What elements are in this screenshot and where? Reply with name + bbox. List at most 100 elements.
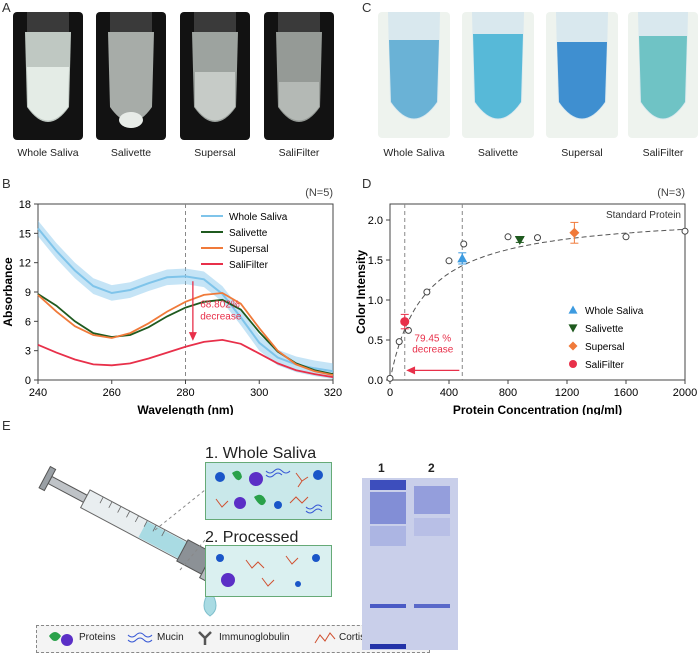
legend-proteins: Proteins [79,632,116,643]
decrease-arrowhead [188,332,197,341]
legend-label: SaliFilter [229,260,269,271]
protein-icon [249,472,263,486]
processed-saliva-box [205,545,332,597]
cortisol-icon [215,498,229,508]
y-tick-label: 1.0 [368,295,383,307]
standard-point [445,257,453,265]
panel-label-d: D [362,176,372,191]
tube-icon [192,12,238,122]
legend-label: Whole Saliva [585,306,644,317]
point-salivette [514,236,525,245]
caption-a-4: SaliFilter [278,147,320,159]
point-salifilter [400,317,410,327]
protein-icon [216,554,224,562]
photo-salifilter-stained [628,12,698,138]
standard-point [622,233,630,241]
x-tick-label: 300 [250,387,268,399]
cortisol-icon [285,555,299,565]
protein-icon [274,501,282,509]
y-axis-label: Color Intensity [355,250,368,334]
x-tick-label: 400 [440,387,458,399]
standard-protein-label: Standard Protein [606,210,681,221]
sds-page-gel [362,478,458,650]
mucin-icon [305,504,323,514]
y-tick-label: 1.5 [368,255,383,267]
y-tick-label: 2.0 [368,215,383,227]
tube-icon [638,12,688,120]
n-label: (N=3) [657,187,685,199]
point-whole-saliva [457,253,468,263]
x-tick-label: 2000 [673,387,697,399]
caption-c-1: Whole Saliva [383,147,445,159]
cortisol-icon [313,629,337,650]
legend-cortisol: Cortisol [339,632,373,643]
gel-band [370,492,406,524]
x-tick-label: 280 [176,387,194,399]
x-tick-label: 1600 [614,387,638,399]
protein-icon [295,581,301,587]
standard-point [386,374,394,382]
protein-icon [312,554,320,562]
caption-a-2: Salivette [110,147,152,159]
legend-label: Supersal [229,244,268,255]
panel-label-c: C [362,0,372,15]
panel-label-e: E [2,418,11,433]
connector-lines [154,489,206,571]
photo-supersal [180,12,250,140]
standard-point [504,233,512,241]
lane-label-1: 1 [378,461,385,475]
series-line-supersal [37,292,334,376]
legend-label: Salivette [585,324,624,335]
protein-icon [313,470,323,480]
x-tick-label: 800 [499,387,517,399]
standard-point [395,338,403,346]
gel-band [414,486,450,514]
tube-icon [472,12,524,120]
y-tick-label: 12 [19,258,31,270]
standard-point [423,288,431,296]
cortisol-icon [295,472,309,488]
series-line-whole-saliva [37,227,334,373]
photo-whole-saliva [13,12,83,140]
y-tick-label: 0.5 [368,335,383,347]
annotation-text: 79.45 % [414,334,451,345]
protein-icon [221,573,235,587]
n-label: (N=5) [305,187,333,199]
y-tick-label: 3 [25,346,31,358]
gel-band [370,644,406,649]
panel-label-a: A [2,0,11,15]
panel-label-b: B [2,176,11,191]
y-axis-label: Absorbance [1,257,15,327]
y-tick-label: 9 [25,287,31,299]
legend-label: Salivette [229,228,268,239]
photo-salivette-stained [462,12,534,138]
series-band-whole-saliva [38,220,333,380]
x-tick-label: 240 [29,387,47,399]
caption-c-4: SaliFilter [642,147,684,159]
x-tick-label: 260 [103,387,121,399]
series-line-salifilter [37,338,334,378]
standard-point [404,326,412,334]
photo-whole-saliva-stained [378,12,450,138]
decrease-arrowhead [406,366,416,375]
y-tick-label: 18 [19,199,31,211]
immunoglobulin-icon [197,630,213,649]
annotation-text: 68.802% [200,300,240,311]
tube-icon [388,12,440,120]
y-tick-label: 6 [25,316,31,328]
y-tick-label: 0 [25,375,31,387]
annotation-text: decrease [412,345,454,356]
photo-salivette [96,12,166,140]
caption-c-3: Supersal [561,147,603,159]
mucin-icon [265,468,291,478]
whole-saliva-box [205,462,332,520]
y-tick-label: 15 [19,228,31,240]
legend-label: SaliFilter [585,360,625,371]
tube-icon [108,12,154,128]
tube-icon [556,12,608,120]
gel-band [414,604,450,608]
legend-mucin: Mucin [157,632,184,643]
mucin-icon [127,630,153,649]
x-axis-label: Protein Concentration (ng/ml) [453,403,622,415]
photo-supersal-stained [546,12,618,138]
